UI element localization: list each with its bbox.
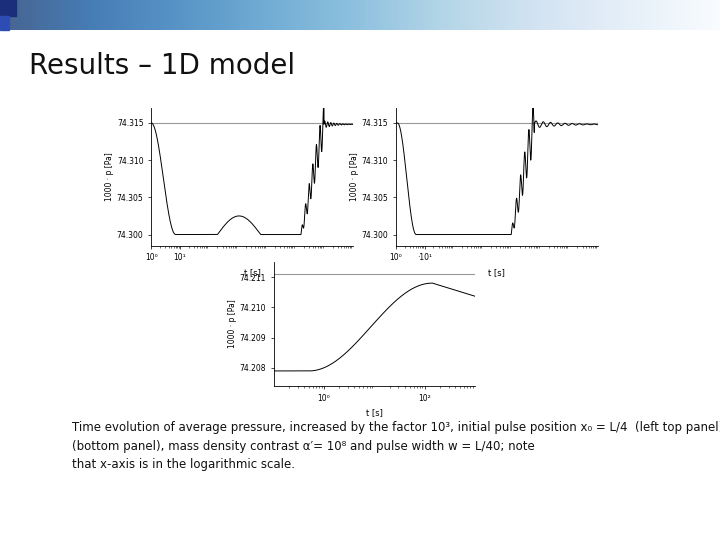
X-axis label: t [s]: t [s] bbox=[488, 268, 505, 277]
Bar bbox=[0, 16, 9, 30]
X-axis label: t [s]: t [s] bbox=[366, 408, 383, 417]
Y-axis label: 1000 · p [Pa]: 1000 · p [Pa] bbox=[228, 300, 237, 348]
Text: Time evolution of average pressure, increased by the factor 10³, initial pulse p: Time evolution of average pressure, incr… bbox=[72, 421, 720, 471]
Bar bbox=[0, 0, 16, 16]
Y-axis label: 1000 · p [Pa]: 1000 · p [Pa] bbox=[350, 152, 359, 201]
Y-axis label: 1000 · p [Pa]: 1000 · p [Pa] bbox=[105, 152, 114, 201]
X-axis label: t [s]: t [s] bbox=[243, 268, 261, 277]
Text: Results – 1D model: Results – 1D model bbox=[29, 52, 295, 79]
